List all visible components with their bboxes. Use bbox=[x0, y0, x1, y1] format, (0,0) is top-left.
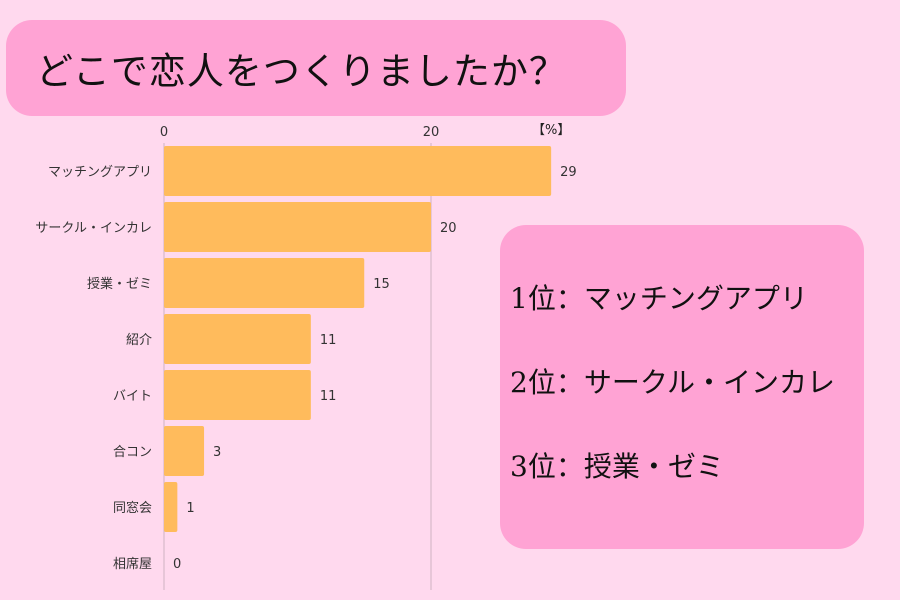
title-banner: どこで恋人をつくりましたか？ bbox=[6, 20, 626, 116]
data-label: 15 bbox=[373, 277, 390, 292]
data-label: 1 bbox=[186, 501, 194, 516]
bar bbox=[164, 370, 311, 420]
bar-chart: 0 20 【%】マッチングアプリ 29 サークル・インカレ 20 授業・ゼミ 15 紹介 11 バイ… bbox=[35, 123, 577, 590]
unit-label: 【%】 bbox=[532, 123, 570, 138]
x-tick-label: 0 bbox=[160, 125, 168, 140]
data-label: 29 bbox=[560, 165, 577, 180]
data-label: 20 bbox=[440, 221, 457, 236]
ranking-item-2: 2位：サークル・インカレ bbox=[510, 366, 835, 399]
category-label: 同窓会 bbox=[113, 500, 152, 516]
x-tick-label: 20 bbox=[423, 125, 440, 140]
ranking-item-1: 1位：マッチングアプリ bbox=[510, 282, 808, 315]
bar bbox=[164, 482, 178, 532]
ranking-item-3: 3位：授業・ゼミ bbox=[510, 450, 724, 483]
category-label: サークル・インカレ bbox=[35, 221, 152, 236]
category-label: 授業・ゼミ bbox=[87, 276, 152, 292]
ranking-panel: 1位：マッチングアプリ 2位：サークル・インカレ 3位：授業・ゼミ bbox=[500, 225, 864, 549]
data-label: 11 bbox=[320, 389, 337, 404]
category-label: 相席屋 bbox=[113, 556, 152, 572]
data-label: 3 bbox=[213, 445, 221, 460]
bar bbox=[164, 426, 205, 476]
category-label: 紹介 bbox=[126, 333, 152, 348]
category-label: マッチングアプリ bbox=[48, 165, 152, 180]
data-label: 11 bbox=[320, 333, 337, 348]
bar bbox=[164, 314, 311, 364]
bar bbox=[164, 146, 552, 196]
data-label: 0 bbox=[173, 557, 181, 572]
chart-title: どこで恋人をつくりましたか？ bbox=[36, 50, 567, 93]
bar bbox=[164, 258, 365, 308]
category-label: 合コン bbox=[113, 445, 152, 460]
category-label: バイト bbox=[113, 389, 152, 404]
bar bbox=[164, 202, 431, 252]
